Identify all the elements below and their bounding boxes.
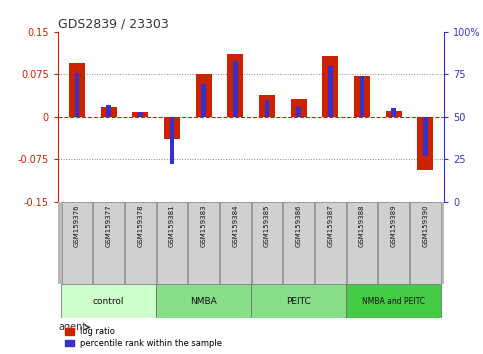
Bar: [410, 201, 440, 285]
Bar: [386, 111, 401, 117]
Bar: [157, 201, 187, 285]
Text: GSM159387: GSM159387: [327, 204, 333, 247]
Bar: [284, 201, 314, 285]
Bar: [220, 201, 251, 285]
Text: GSM159377: GSM159377: [106, 204, 112, 247]
Bar: [315, 201, 345, 285]
Bar: [196, 74, 212, 117]
Bar: [61, 285, 156, 318]
Bar: [354, 76, 370, 117]
Bar: [328, 66, 333, 117]
Bar: [156, 285, 251, 318]
Bar: [417, 117, 433, 170]
Bar: [423, 117, 428, 156]
Bar: [265, 100, 270, 117]
Bar: [391, 108, 396, 117]
Text: GSM159383: GSM159383: [200, 204, 207, 247]
Bar: [360, 76, 364, 117]
Bar: [170, 117, 174, 164]
Text: GDS2839 / 23303: GDS2839 / 23303: [58, 18, 169, 31]
Text: control: control: [93, 297, 125, 306]
Bar: [233, 61, 238, 117]
Text: GSM159384: GSM159384: [232, 204, 238, 246]
Text: NMBA and PEITC: NMBA and PEITC: [362, 297, 425, 306]
Bar: [164, 117, 180, 139]
Text: GSM159390: GSM159390: [422, 204, 428, 247]
Bar: [69, 63, 85, 117]
Bar: [251, 285, 346, 318]
Text: GSM159388: GSM159388: [359, 204, 365, 247]
Bar: [379, 201, 409, 285]
Text: NMBA: NMBA: [190, 297, 217, 306]
Bar: [227, 55, 243, 117]
Text: GSM159385: GSM159385: [264, 204, 270, 246]
Text: GSM159386: GSM159386: [296, 204, 302, 247]
Bar: [346, 285, 441, 318]
Text: GSM159381: GSM159381: [169, 204, 175, 247]
Bar: [201, 85, 206, 117]
Bar: [188, 201, 219, 285]
Bar: [291, 99, 307, 117]
Text: GSM159376: GSM159376: [74, 204, 80, 247]
Bar: [101, 107, 116, 117]
Text: agent: agent: [58, 322, 89, 332]
Legend: log ratio, percentile rank within the sample: log ratio, percentile rank within the sa…: [62, 324, 226, 351]
Bar: [347, 201, 377, 285]
Bar: [93, 201, 124, 285]
Bar: [296, 107, 301, 117]
Bar: [74, 73, 79, 117]
Text: GSM159389: GSM159389: [391, 204, 397, 247]
Bar: [62, 201, 92, 285]
Bar: [252, 201, 282, 285]
Bar: [259, 95, 275, 117]
Bar: [138, 112, 142, 117]
Bar: [132, 112, 148, 117]
Text: GSM159378: GSM159378: [137, 204, 143, 247]
Text: PEITC: PEITC: [286, 297, 311, 306]
Bar: [323, 56, 338, 117]
Bar: [125, 201, 156, 285]
Bar: [106, 105, 111, 117]
